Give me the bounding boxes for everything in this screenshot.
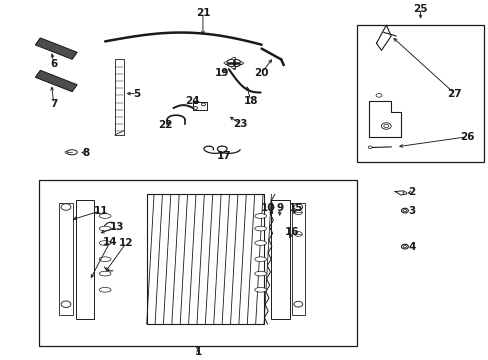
Text: 9: 9 <box>276 203 283 213</box>
Ellipse shape <box>61 204 71 210</box>
Ellipse shape <box>383 124 388 128</box>
Ellipse shape <box>294 210 302 215</box>
Bar <box>146 194 264 324</box>
Ellipse shape <box>65 152 68 153</box>
Ellipse shape <box>401 208 407 213</box>
Ellipse shape <box>254 240 266 246</box>
Ellipse shape <box>193 107 197 109</box>
Ellipse shape <box>293 301 302 307</box>
Polygon shape <box>35 70 77 92</box>
Ellipse shape <box>254 257 266 261</box>
Ellipse shape <box>402 192 406 194</box>
Ellipse shape <box>201 103 205 106</box>
Text: 7: 7 <box>50 99 58 109</box>
Polygon shape <box>35 38 77 59</box>
Text: 11: 11 <box>94 206 108 216</box>
Ellipse shape <box>99 240 111 246</box>
Ellipse shape <box>402 246 406 248</box>
Ellipse shape <box>224 62 227 64</box>
Text: 27: 27 <box>447 89 461 99</box>
Ellipse shape <box>254 287 266 292</box>
Text: 8: 8 <box>82 148 89 158</box>
Text: 20: 20 <box>254 68 268 78</box>
Ellipse shape <box>402 210 406 212</box>
Text: 15: 15 <box>288 203 303 213</box>
Ellipse shape <box>99 213 111 218</box>
Text: 19: 19 <box>215 68 229 78</box>
Ellipse shape <box>367 146 371 148</box>
Text: 24: 24 <box>184 96 199 106</box>
Ellipse shape <box>375 94 381 97</box>
Ellipse shape <box>239 62 243 64</box>
Ellipse shape <box>66 150 77 155</box>
Text: 22: 22 <box>158 120 172 130</box>
Ellipse shape <box>99 226 111 231</box>
Text: 21: 21 <box>195 8 210 18</box>
Text: 3: 3 <box>408 206 415 216</box>
Text: 12: 12 <box>119 238 133 248</box>
Text: 23: 23 <box>233 119 247 129</box>
Bar <box>356 25 483 162</box>
Bar <box>59 203 73 315</box>
Ellipse shape <box>294 232 302 237</box>
Bar <box>292 203 304 315</box>
Bar <box>39 180 356 346</box>
Ellipse shape <box>254 271 266 276</box>
Ellipse shape <box>231 58 235 60</box>
Text: 10: 10 <box>260 203 275 213</box>
Ellipse shape <box>226 59 241 67</box>
Ellipse shape <box>401 244 407 249</box>
Text: 26: 26 <box>459 132 473 142</box>
Text: 18: 18 <box>243 96 258 106</box>
Ellipse shape <box>99 257 111 261</box>
Bar <box>115 59 123 135</box>
Text: 17: 17 <box>216 150 231 161</box>
Text: 16: 16 <box>284 227 299 237</box>
Ellipse shape <box>99 287 111 292</box>
Ellipse shape <box>99 271 111 276</box>
Text: 1: 1 <box>194 347 201 357</box>
Ellipse shape <box>254 213 266 218</box>
Text: 2: 2 <box>408 187 415 197</box>
Bar <box>76 200 94 319</box>
Text: 5: 5 <box>133 89 140 99</box>
Text: 6: 6 <box>50 59 57 69</box>
Text: 14: 14 <box>102 237 117 247</box>
Ellipse shape <box>381 123 390 129</box>
Ellipse shape <box>61 301 71 307</box>
Text: 13: 13 <box>110 222 124 232</box>
Text: 25: 25 <box>412 4 427 14</box>
Bar <box>193 102 206 110</box>
Ellipse shape <box>254 226 266 231</box>
Bar <box>271 200 289 319</box>
Ellipse shape <box>231 66 235 68</box>
Text: 4: 4 <box>407 242 415 252</box>
Ellipse shape <box>293 204 302 210</box>
